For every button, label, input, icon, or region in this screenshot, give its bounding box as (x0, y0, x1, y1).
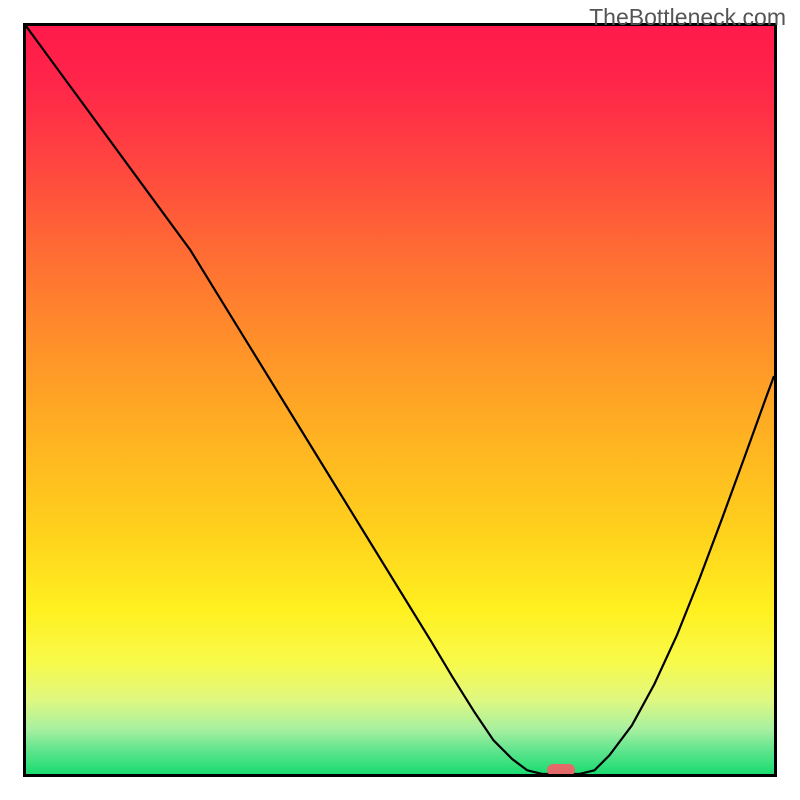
chart-container: TheBottleneck.com (0, 0, 800, 800)
plot-area (23, 23, 777, 777)
optimal-marker (547, 764, 575, 776)
watermark-text: TheBottleneck.com (589, 4, 786, 31)
bottleneck-curve (26, 26, 774, 774)
